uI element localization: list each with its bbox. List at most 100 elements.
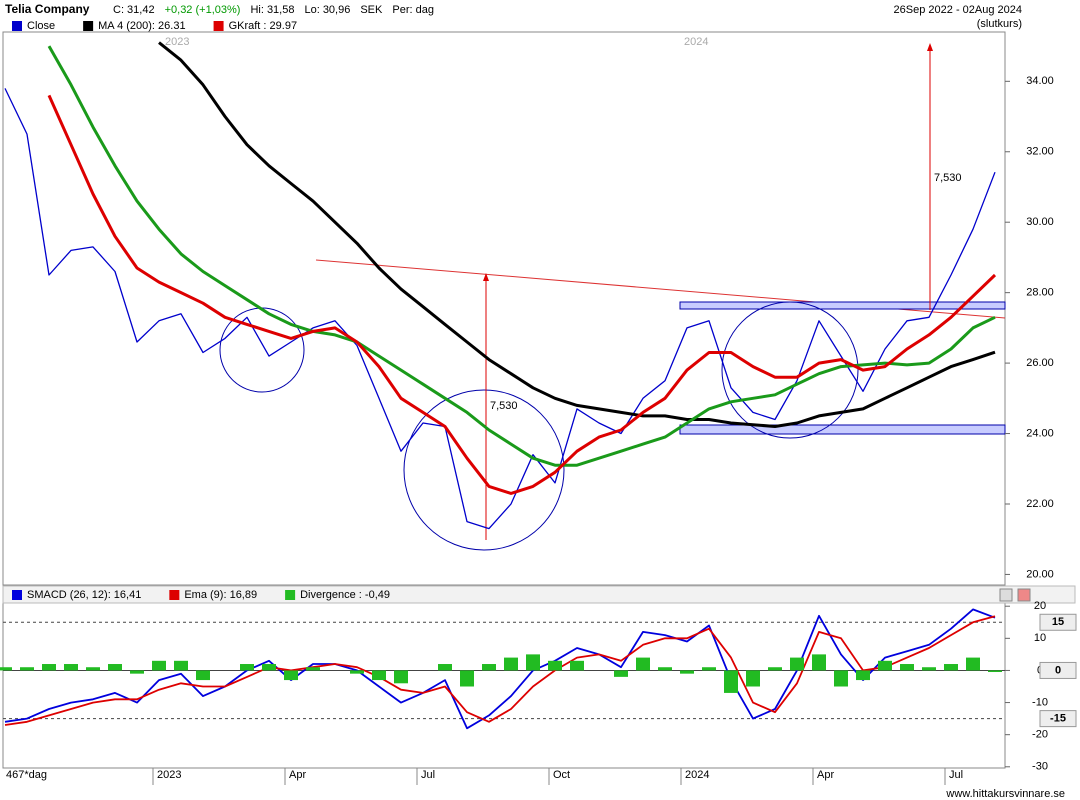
histogram-bar bbox=[42, 664, 56, 671]
legend-swatch bbox=[285, 590, 296, 600]
x-tick-label: 2024 bbox=[685, 769, 709, 781]
legend-swatch bbox=[12, 21, 22, 31]
x-tick-label: Jul bbox=[949, 769, 963, 781]
support-zone bbox=[679, 424, 1006, 435]
arrow-head bbox=[927, 43, 933, 51]
legend-swatch bbox=[12, 590, 22, 600]
x-tick-label: Apr bbox=[817, 769, 834, 781]
legend-swatch bbox=[213, 21, 224, 31]
histogram-bar bbox=[944, 664, 958, 671]
histogram-bar bbox=[504, 657, 518, 671]
histogram-bar bbox=[988, 670, 1002, 673]
footer-label: 467*dag bbox=[6, 769, 47, 781]
x-tick-label: Jul bbox=[421, 769, 435, 781]
histogram-bar bbox=[548, 660, 562, 671]
legend-swatch bbox=[83, 21, 94, 31]
histogram-bar bbox=[526, 654, 540, 671]
pattern-circle bbox=[403, 389, 565, 551]
header-field: SEK bbox=[360, 4, 383, 16]
resistance-zone bbox=[679, 301, 1006, 310]
y-tick-label: 34.00 bbox=[1026, 75, 1054, 87]
histogram-bar bbox=[658, 667, 672, 671]
header-field: Lo: 30,96 bbox=[304, 4, 350, 16]
histogram-bar bbox=[108, 664, 122, 671]
histogram-bar bbox=[614, 670, 628, 677]
histogram-bar bbox=[306, 667, 320, 671]
histogram-bar bbox=[570, 660, 584, 671]
header-field: Per: dag bbox=[392, 4, 434, 16]
year-label: 2024 bbox=[684, 36, 708, 48]
histogram-bar bbox=[636, 657, 650, 671]
histogram-bar bbox=[702, 667, 716, 671]
y-tick-label: 32.00 bbox=[1026, 146, 1054, 158]
header-field: C: 31,42 bbox=[113, 4, 155, 16]
macd-header bbox=[2, 585, 1076, 604]
annotation: 7,530 bbox=[934, 172, 962, 184]
histogram-bar bbox=[20, 667, 34, 671]
x-tick-label: Oct bbox=[553, 769, 570, 781]
series-line bbox=[47, 45, 996, 467]
histogram-bar bbox=[922, 667, 936, 671]
histogram-bar bbox=[900, 664, 914, 671]
level-label: -15 bbox=[1050, 713, 1066, 725]
series-line bbox=[4, 615, 996, 726]
histogram-bar bbox=[262, 664, 276, 671]
year-label: 2023 bbox=[165, 36, 189, 48]
y-tick-label: 10 bbox=[1034, 632, 1046, 644]
y-tick-label: 26.00 bbox=[1026, 357, 1054, 369]
histogram-bar bbox=[350, 670, 364, 674]
y-tick-label: 24.00 bbox=[1026, 427, 1054, 439]
y-tick-label: 30.00 bbox=[1026, 216, 1054, 228]
legend-label: Close bbox=[27, 20, 55, 32]
y-tick-label: 28.00 bbox=[1026, 287, 1054, 299]
header-field: Hi: 31,58 bbox=[250, 4, 294, 16]
histogram-bar bbox=[372, 670, 386, 681]
histogram-bar bbox=[130, 670, 144, 674]
arrow-head bbox=[483, 273, 489, 281]
histogram-bar bbox=[394, 670, 408, 684]
histogram-bar bbox=[856, 670, 870, 681]
header-field: +0,32 (+1,03%) bbox=[165, 4, 241, 16]
legend-label: MA 4 (200): 26.31 bbox=[98, 20, 185, 32]
histogram-bar bbox=[64, 664, 78, 671]
y-tick-label: -20 bbox=[1032, 729, 1048, 741]
histogram-bar bbox=[680, 670, 694, 674]
level-label: 0 bbox=[1055, 664, 1061, 676]
histogram-bar bbox=[240, 664, 254, 671]
y-tick-label: -10 bbox=[1032, 696, 1048, 708]
annotation: 7,530 bbox=[490, 400, 518, 412]
legend-label: GKraft : 29.97 bbox=[229, 20, 297, 32]
x-tick-label: 2023 bbox=[157, 769, 181, 781]
histogram-bar bbox=[482, 664, 496, 671]
y-tick-label: -30 bbox=[1032, 761, 1048, 773]
series-line bbox=[47, 94, 997, 495]
histogram-bar bbox=[284, 670, 298, 681]
y-tick-label: 20.00 bbox=[1026, 568, 1054, 580]
histogram-bar bbox=[152, 660, 166, 671]
histogram-bar bbox=[724, 670, 738, 693]
legend-label: Ema (9): 16,89 bbox=[184, 589, 257, 601]
level-label: 15 bbox=[1052, 616, 1064, 628]
note: (slutkurs) bbox=[977, 18, 1022, 30]
histogram-bar bbox=[0, 667, 12, 671]
histogram-bar bbox=[438, 664, 452, 671]
legend-label: Divergence : -0,49 bbox=[300, 589, 390, 601]
histogram-bar bbox=[86, 667, 100, 671]
tool-icon[interactable] bbox=[999, 588, 1013, 602]
histogram-bar bbox=[768, 667, 782, 671]
series-line bbox=[158, 41, 996, 428]
legend-swatch bbox=[169, 590, 180, 600]
histogram-bar bbox=[812, 654, 826, 671]
histogram-bar bbox=[196, 670, 210, 681]
histogram-bar bbox=[174, 660, 188, 671]
x-tick-label: Apr bbox=[289, 769, 306, 781]
histogram-bar bbox=[790, 657, 804, 671]
close-icon[interactable] bbox=[1017, 588, 1031, 602]
histogram-bar bbox=[460, 670, 474, 687]
histogram-bar bbox=[966, 657, 980, 671]
legend-label: SMACD (26, 12): 16,41 bbox=[27, 589, 141, 601]
histogram-bar bbox=[834, 670, 848, 687]
histogram-bar bbox=[746, 670, 760, 687]
pattern-circle bbox=[721, 301, 859, 439]
